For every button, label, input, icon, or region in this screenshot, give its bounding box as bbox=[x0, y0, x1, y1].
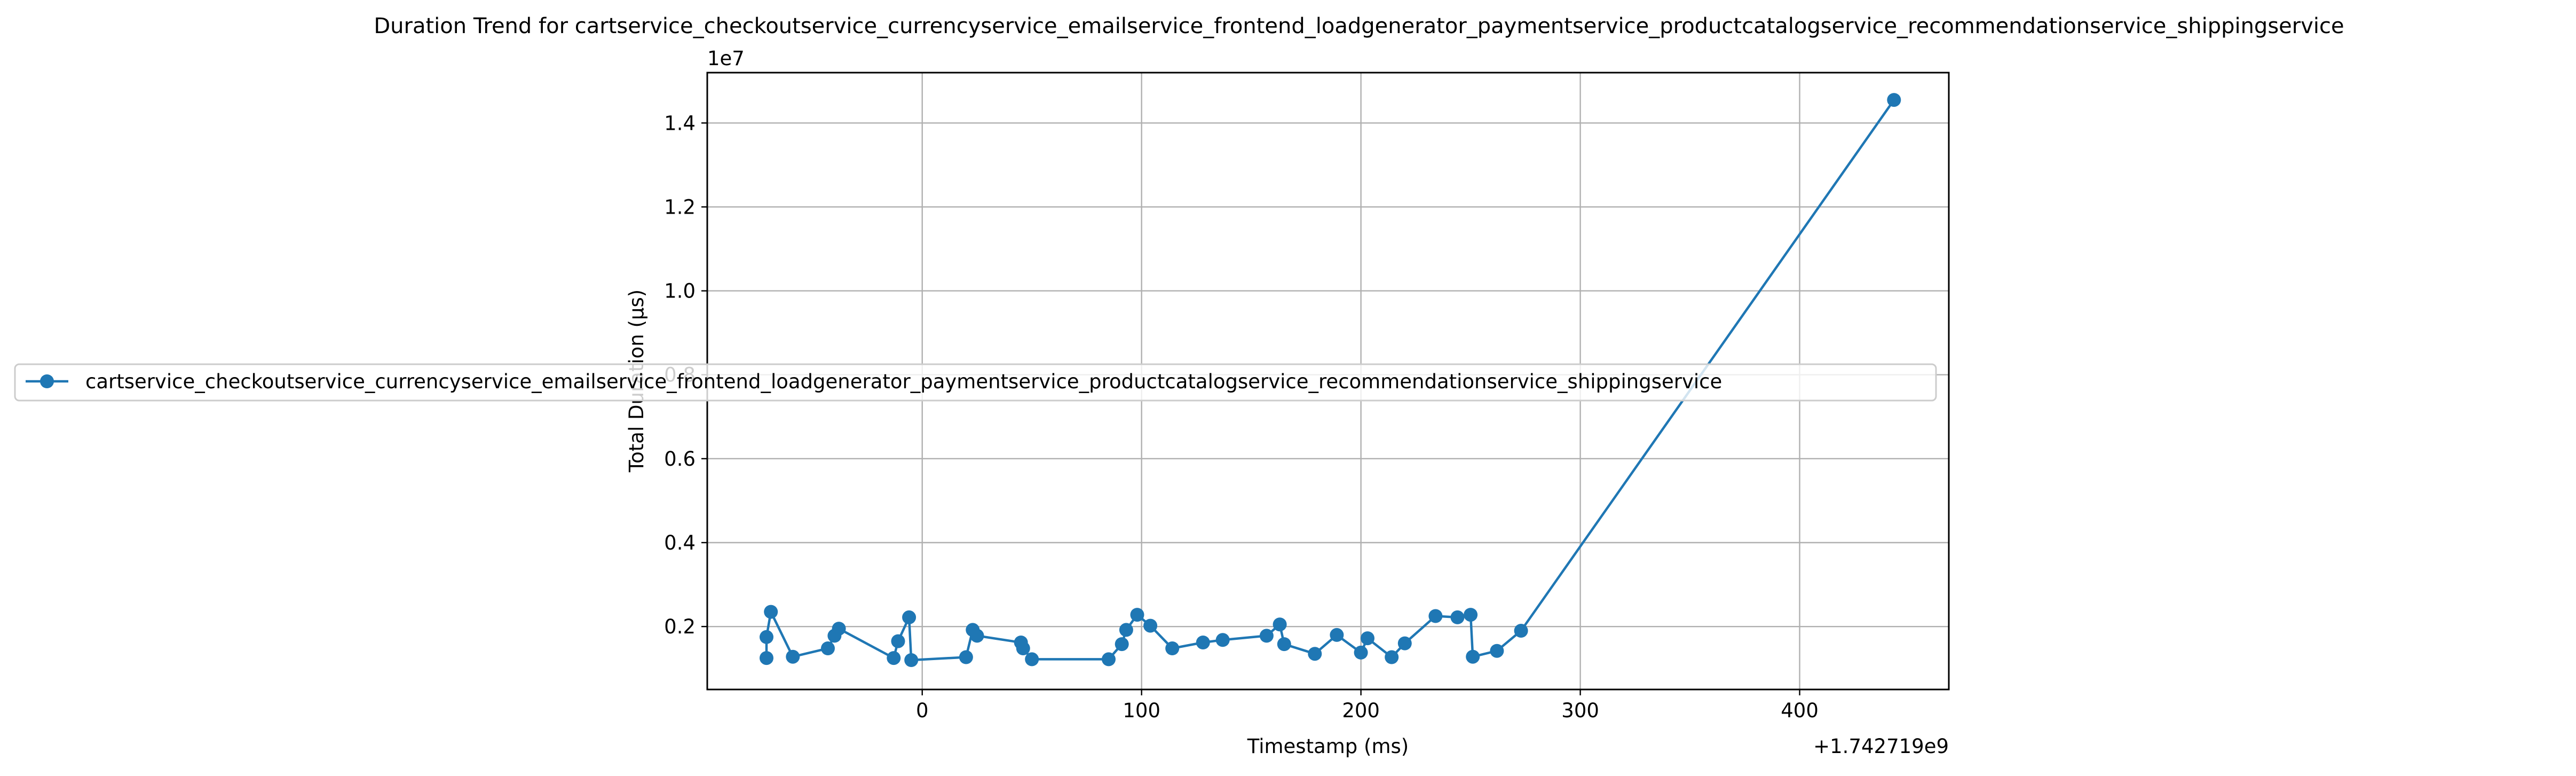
data-point bbox=[821, 641, 835, 655]
legend-frame bbox=[14, 363, 1937, 402]
data-point bbox=[1397, 636, 1412, 650]
data-point bbox=[970, 629, 984, 643]
y-tick-label: 0.6 bbox=[664, 448, 696, 471]
data-point bbox=[1330, 628, 1344, 642]
data-point bbox=[1025, 652, 1039, 667]
data-point bbox=[1119, 623, 1133, 637]
data-point bbox=[1130, 608, 1144, 622]
x-tick-label: 100 bbox=[1123, 699, 1160, 722]
y-tick-label: 1.2 bbox=[664, 195, 696, 218]
x-tick-label: 400 bbox=[1781, 699, 1819, 722]
data-point bbox=[1165, 641, 1180, 655]
data-point bbox=[1259, 629, 1274, 643]
data-point bbox=[1016, 641, 1030, 655]
data-point bbox=[1196, 636, 1210, 649]
data-point bbox=[1215, 633, 1230, 647]
x-axis-offset-label: +1.742719e9 bbox=[1813, 735, 1949, 758]
data-point bbox=[760, 630, 773, 644]
data-point bbox=[1143, 618, 1158, 633]
data-point bbox=[1115, 637, 1129, 652]
x-axis-label: Timestamp (ms) bbox=[1247, 735, 1409, 758]
y-tick-label: 1.4 bbox=[664, 112, 696, 135]
y-tick-label: 1.0 bbox=[664, 280, 696, 303]
data-point bbox=[902, 610, 916, 624]
x-tick-label: 0 bbox=[916, 699, 929, 722]
data-point bbox=[1428, 609, 1443, 623]
data-point bbox=[1514, 624, 1528, 638]
data-point bbox=[1361, 631, 1374, 646]
data-point bbox=[1308, 647, 1322, 661]
data-point bbox=[832, 622, 846, 636]
data-point bbox=[1466, 649, 1480, 664]
data-point bbox=[1273, 617, 1287, 632]
data-point bbox=[1277, 637, 1291, 652]
y-tick-label: 0.4 bbox=[664, 531, 696, 554]
y-axis-scale-label: 1e7 bbox=[707, 47, 745, 70]
x-tick-label: 200 bbox=[1342, 699, 1380, 722]
data-point bbox=[760, 651, 773, 665]
data-point bbox=[764, 605, 778, 619]
legend-entry-label: cartservice_checkoutservice_currencyserv… bbox=[85, 370, 1722, 393]
data-point bbox=[1354, 645, 1368, 660]
data-point bbox=[959, 650, 973, 664]
data-point bbox=[1887, 93, 1901, 107]
data-point bbox=[1385, 650, 1399, 664]
x-tick-label: 300 bbox=[1561, 699, 1599, 722]
data-point bbox=[891, 634, 905, 648]
data-point bbox=[1450, 610, 1465, 624]
data-point bbox=[1490, 644, 1504, 658]
y-tick-label: 0.2 bbox=[664, 615, 696, 638]
data-point bbox=[786, 649, 800, 664]
data-point bbox=[904, 653, 919, 667]
chart-title: Duration Trend for cartservice_checkouts… bbox=[374, 14, 2344, 38]
data-point bbox=[1102, 652, 1116, 667]
data-point bbox=[1464, 608, 1478, 622]
data-point bbox=[887, 651, 901, 665]
series-layer bbox=[760, 93, 1901, 667]
legend: cartservice_checkoutservice_currencyserv… bbox=[14, 363, 1937, 402]
legend-marker-swatch bbox=[40, 374, 54, 388]
